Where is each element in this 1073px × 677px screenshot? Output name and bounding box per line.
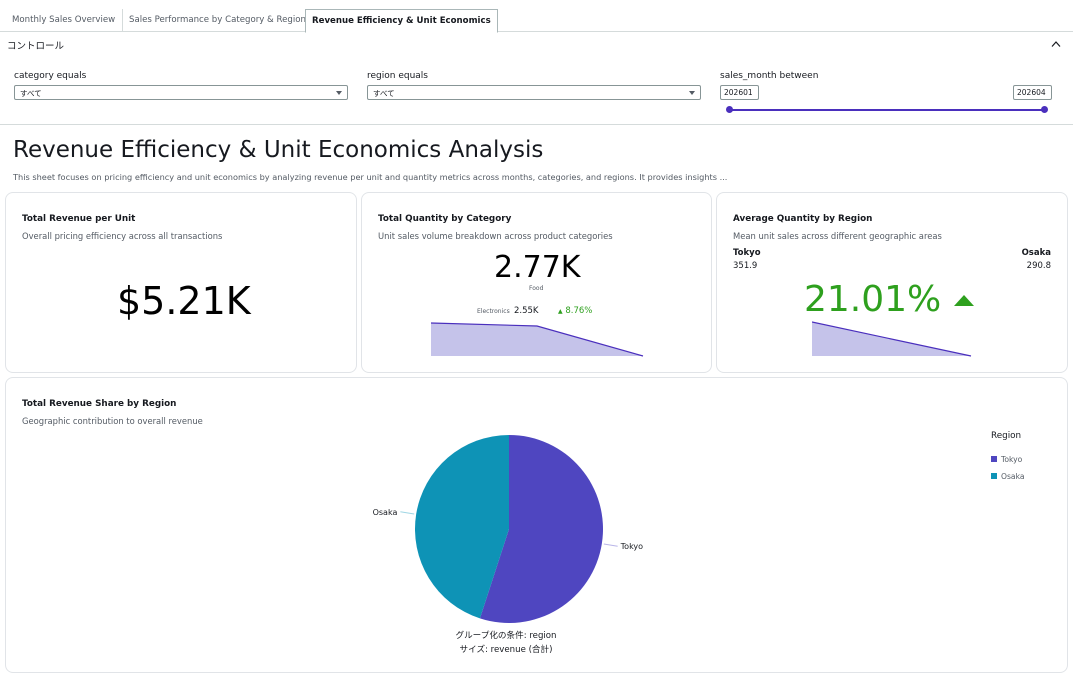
sparkline-line xyxy=(431,322,644,357)
sales-month-from-input[interactable]: 202601 xyxy=(720,85,759,100)
pie-leader-line xyxy=(400,511,415,515)
pie-slice-tokyo[interactable] xyxy=(479,435,604,623)
sparkline-area xyxy=(431,323,643,356)
tab-sales-performance[interactable]: Sales Performance by Category & Region xyxy=(122,9,312,32)
card-title: Total Revenue per Unit xyxy=(22,214,136,224)
change-percent: 8.76% xyxy=(565,306,593,316)
sparkline-line xyxy=(812,321,972,357)
pie-caption-group: グループ化の条件: region xyxy=(455,631,557,641)
region-filter-value: すべて xyxy=(373,89,395,98)
right-region-value: 290.8 xyxy=(1026,261,1051,271)
legend-item-osaka[interactable]: Osaka xyxy=(991,472,1025,481)
comparison-value: 2.55K xyxy=(514,306,539,316)
chevron-up-icon[interactable] xyxy=(1051,40,1061,48)
legend-swatch xyxy=(991,456,997,462)
controls-title: コントロール xyxy=(7,41,65,52)
kpi-value-label: Food xyxy=(529,285,544,292)
sheet-description: This sheet focuses on pricing efficiency… xyxy=(13,172,728,182)
sales-month-to-input[interactable]: 202604 xyxy=(1013,85,1052,100)
category-filter-label: category equals xyxy=(14,71,87,81)
kpi-value: $5.21K xyxy=(117,279,251,323)
pie-caption-size: サイズ: revenue (合計) xyxy=(459,645,553,655)
up-arrow-icon: ▲ xyxy=(558,308,563,315)
controls-panel: コントロール category equals すべて region equals… xyxy=(0,32,1073,125)
kpi-card-quantity-by-category[interactable]: Total Quantity by Category Unit sales vo… xyxy=(361,192,712,373)
right-region-label: Osaka xyxy=(1021,248,1051,258)
pie-chart: Tokyo Osaka xyxy=(373,435,644,623)
legend-swatch xyxy=(991,473,997,479)
chevron-down-icon xyxy=(689,91,695,95)
card-title: Total Revenue Share by Region xyxy=(22,399,177,409)
kpi-card-avg-quantity-by-region[interactable]: Average Quantity by Region Mean unit sal… xyxy=(716,192,1068,373)
sheet-title: Revenue Efficiency & Unit Economics Anal… xyxy=(13,137,544,163)
sheet-tab-bar: Monthly Sales Overview Sales Performance… xyxy=(0,0,1073,33)
up-arrow-icon xyxy=(954,295,974,306)
change-indicator: ▲ 8.76% xyxy=(558,306,592,316)
legend-label: Osaka xyxy=(1001,472,1025,481)
card-title: Total Quantity by Category xyxy=(378,214,512,224)
pie-slice-osaka[interactable] xyxy=(415,435,509,619)
trend-sparkline xyxy=(431,322,644,357)
card-title: Average Quantity by Region xyxy=(733,214,873,224)
legend-label: Tokyo xyxy=(1001,455,1023,464)
region-filter-select[interactable]: すべて xyxy=(367,85,701,100)
pie-label-tokyo: Tokyo xyxy=(620,542,644,551)
change-percent: 21.01% xyxy=(804,279,942,320)
legend-title: Region xyxy=(991,431,1022,441)
category-filter-select[interactable]: すべて xyxy=(14,85,348,100)
pie-leader-line xyxy=(603,543,618,547)
card-subtitle: Unit sales volume breakdown across produ… xyxy=(378,231,613,241)
card-subtitle: Overall pricing efficiency across all tr… xyxy=(22,231,223,241)
sales-month-slider-track[interactable] xyxy=(729,109,1044,111)
trend-sparkline xyxy=(812,321,972,357)
sales-month-slider-end-handle[interactable] xyxy=(1041,106,1048,113)
kpi-card-revenue-per-unit[interactable]: Total Revenue per Unit Overall pricing e… xyxy=(5,192,357,373)
tab-revenue-efficiency[interactable]: Revenue Efficiency & Unit Economics xyxy=(305,9,498,33)
sales-month-filter-label: sales_month between xyxy=(720,71,819,81)
card-subtitle: Geographic contribution to overall reven… xyxy=(22,416,203,426)
left-region-value: 351.9 xyxy=(733,261,758,271)
pie-label-osaka: Osaka xyxy=(373,508,398,517)
region-filter-label: region equals xyxy=(367,71,428,81)
card-subtitle: Mean unit sales across different geograp… xyxy=(733,231,942,241)
pie-chart-card[interactable]: Total Revenue Share by Region Geographic… xyxy=(5,377,1068,673)
category-filter-value: すべて xyxy=(20,89,42,98)
kpi-value: 2.77K xyxy=(494,250,581,285)
comparison-label: Electronics xyxy=(477,308,510,315)
legend-item-tokyo[interactable]: Tokyo xyxy=(991,455,1022,464)
tab-monthly-sales-overview[interactable]: Monthly Sales Overview xyxy=(12,15,116,25)
sales-month-slider-start-handle[interactable] xyxy=(726,106,733,113)
chevron-down-icon xyxy=(336,91,342,95)
left-region-label: Tokyo xyxy=(733,248,761,258)
